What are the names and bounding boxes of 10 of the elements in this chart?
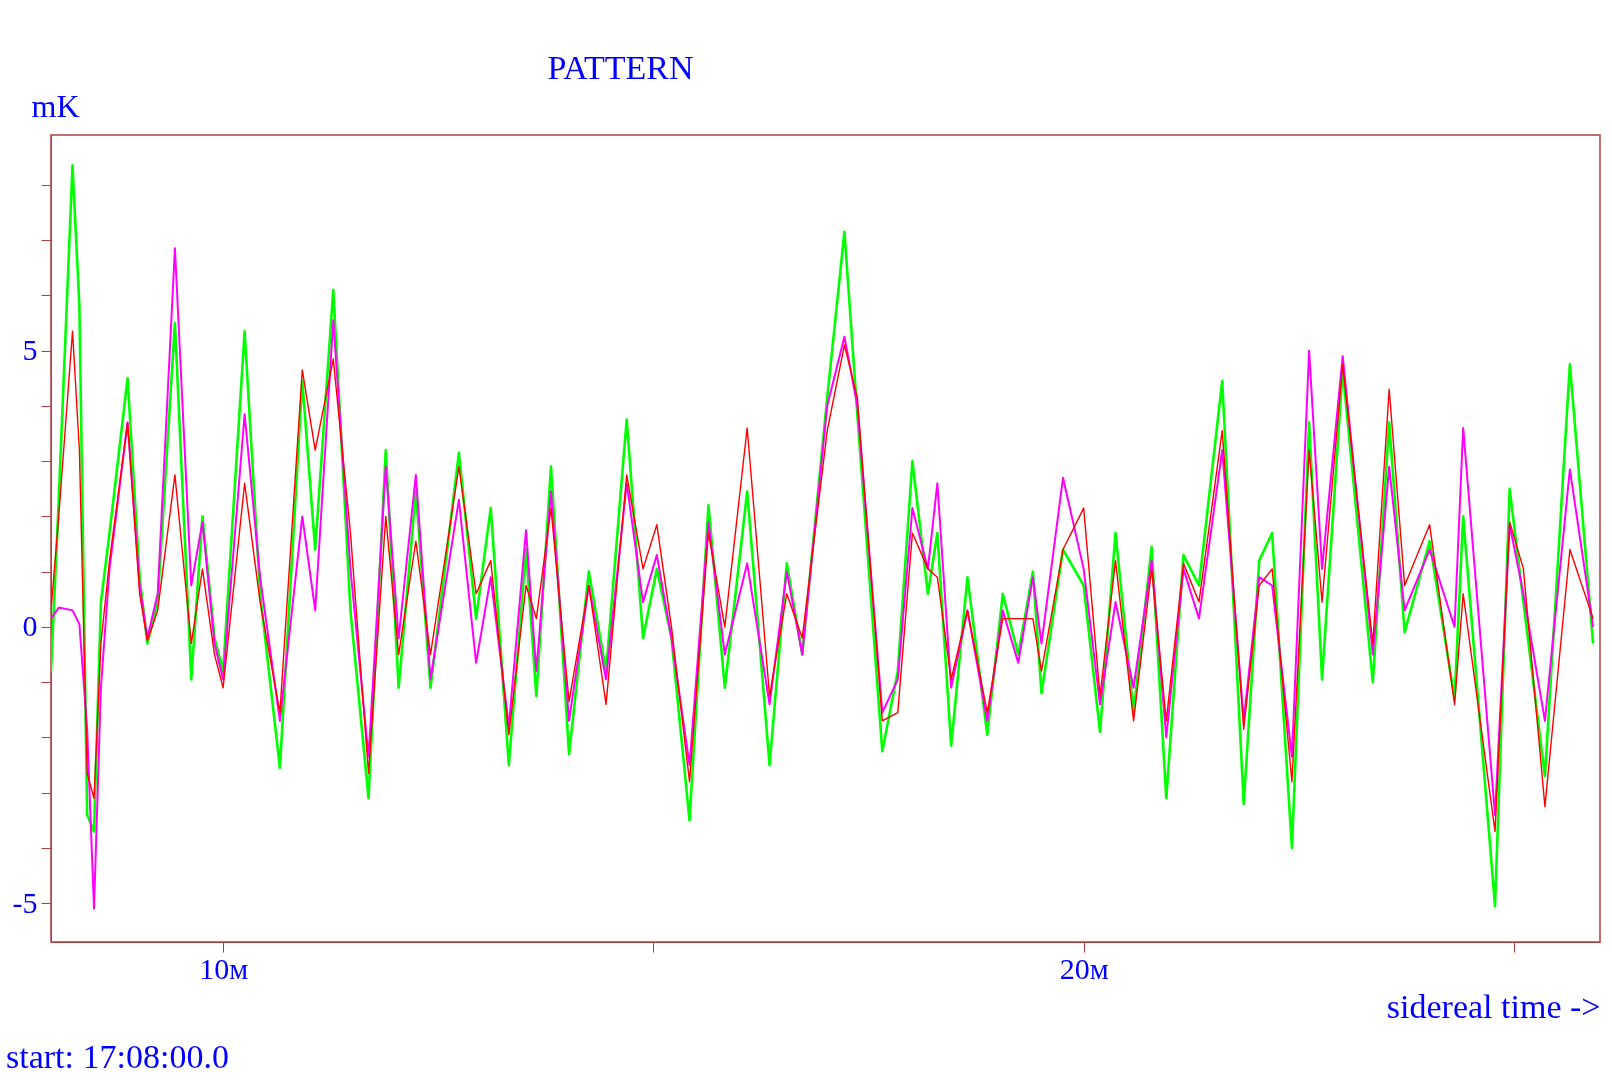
y-tick-label: 0 [22, 609, 38, 643]
x-tick-label: 10м [199, 951, 249, 985]
y-tick-label: -5 [12, 885, 38, 919]
y-axis-title: mK [31, 87, 80, 124]
line-series [51, 330, 1594, 833]
text: start: 17:08:00.0 [6, 1038, 229, 1076]
y-tick-label: 5 [22, 333, 38, 367]
x-axis-title: sidereal time -> [1386, 987, 1601, 1025]
chart-title: PATTERN [547, 49, 694, 86]
x-tick-label: 20м [1059, 951, 1109, 985]
